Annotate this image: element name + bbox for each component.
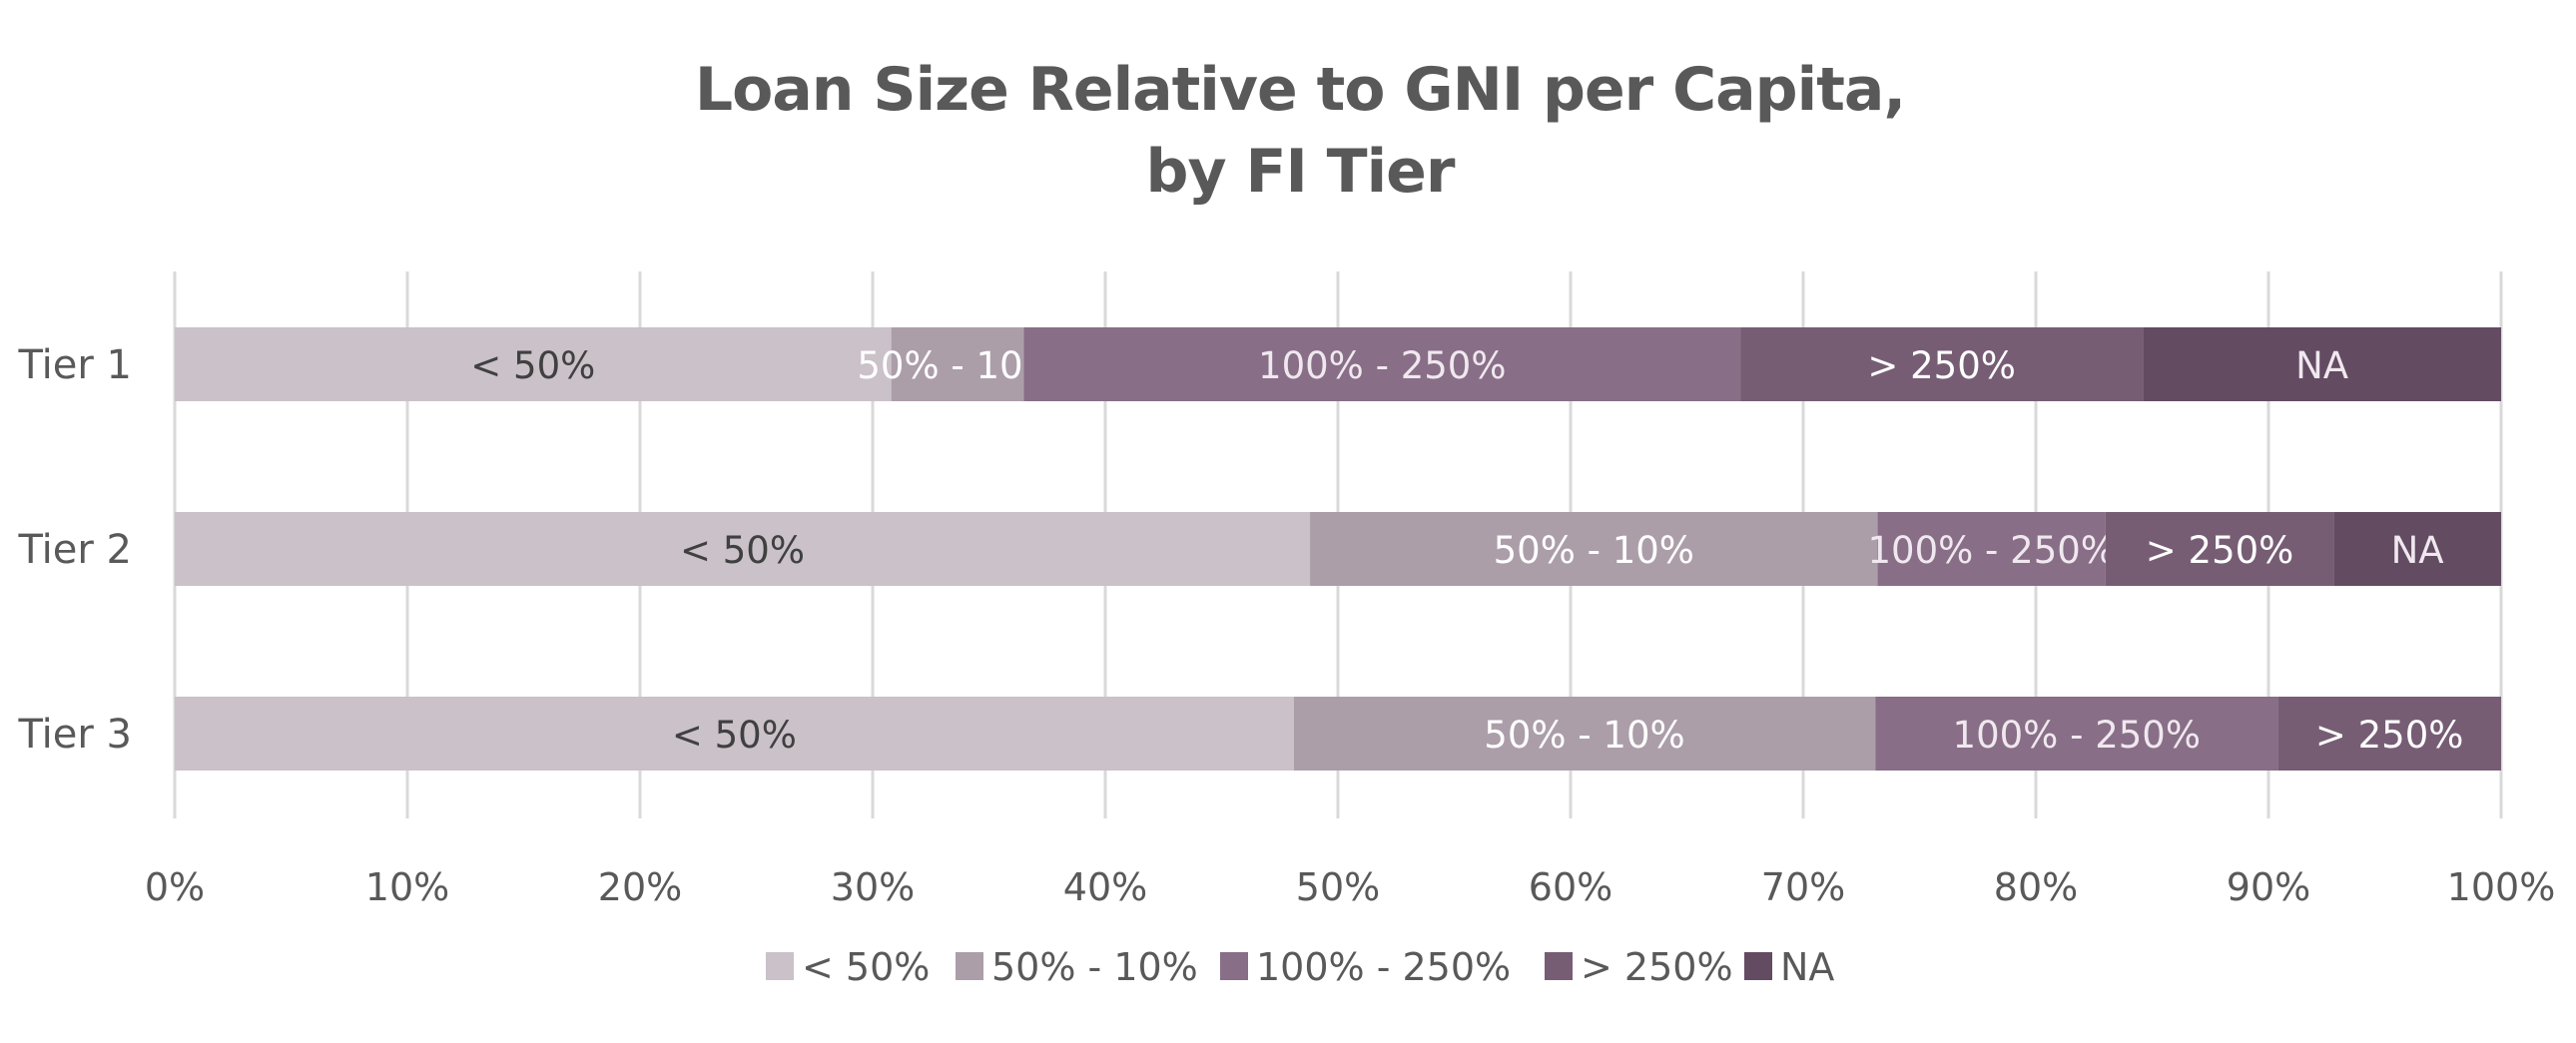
segment-label: < 50% [470, 344, 595, 387]
bar-segment-50 [175, 697, 1294, 771]
legend-swatch [766, 952, 794, 980]
bar-segment-100-250 [1877, 512, 2106, 586]
segment-label: < 50% [680, 529, 805, 572]
bar-segment-50-10 [891, 327, 1024, 401]
x-tick-label: 90% [2227, 865, 2310, 909]
x-tick-label: 70% [1761, 865, 1845, 909]
bar-segment-50-10 [1293, 697, 1876, 771]
segment-label: < 50% [672, 714, 797, 757]
bar-segment-100-250 [1875, 697, 2278, 771]
legend-swatch [1220, 952, 1248, 980]
segment-label: NA [2391, 529, 2444, 572]
x-tick-label: 0% [145, 865, 205, 909]
chart-title-line-2: by FI Tier [1146, 137, 1456, 207]
x-tick-label: 40% [1063, 865, 1147, 909]
segment-label: > 250% [2146, 529, 2294, 572]
bar-segment-100-250 [1023, 327, 1741, 401]
legend-label: 100% - 250% [1256, 945, 1511, 989]
category-label: Tier 1 [17, 342, 132, 388]
segment-label: 50% - 10% [1494, 529, 1694, 572]
category-label: Tier 3 [17, 712, 132, 758]
legend-label: NA [1780, 945, 1834, 989]
legend-label: 50% - 10% [991, 945, 1198, 989]
bar-segment-50 [175, 327, 892, 401]
legend-label: < 50% [802, 945, 930, 989]
segment-label: 100% - 250% [1868, 529, 2116, 572]
x-tick-labels: 0% 10% 20% 30% 40% 50% 60% 70% 80% 90% 100% [145, 865, 2555, 909]
x-tick-label: 30% [831, 865, 915, 909]
legend-swatch [1545, 952, 1573, 980]
x-tick-label: 20% [598, 865, 682, 909]
bar-segment-50-10 [1310, 512, 1878, 586]
bar-segment-na [2143, 327, 2501, 401]
x-tick-label: 50% [1296, 865, 1380, 909]
bar-segment-250 [2277, 697, 2501, 771]
segment-label: > 250% [1867, 344, 2016, 387]
bar-segment-250 [1740, 327, 2144, 401]
bar-segment-250 [2105, 512, 2334, 586]
category-label: Tier 2 [17, 527, 132, 573]
x-tick-label: 80% [1994, 865, 2078, 909]
x-tick-label: 60% [1529, 865, 1612, 909]
legend-swatch [1744, 952, 1772, 980]
segment-label: > 250% [2315, 714, 2464, 757]
segment-label: 100% - 250% [1953, 714, 2201, 757]
chart-title-line-1: Loan Size Relative to GNI per Capita, [695, 55, 1905, 125]
segment-label: 50% - 10% [1484, 714, 1684, 757]
bar-segment-na [2333, 512, 2501, 586]
x-tick-label: 100% [2447, 865, 2556, 909]
bars: < 50% 50% - 10% 100% - 250% > 250% NA < 50% 50… [175, 327, 2501, 771]
x-tick-label: 10% [365, 865, 449, 909]
category-labels: Tier 1 Tier 2 Tier 3 [17, 342, 132, 758]
legend-swatch [956, 952, 983, 980]
legend-label: > 250% [1581, 945, 1733, 989]
segment-label: NA [2295, 344, 2348, 387]
bar-segment-50 [175, 512, 1311, 586]
legend: < 50% 50% - 10% 100% - 250% > 250% NA [766, 945, 1834, 989]
segment-label: 100% - 250% [1258, 344, 1506, 387]
